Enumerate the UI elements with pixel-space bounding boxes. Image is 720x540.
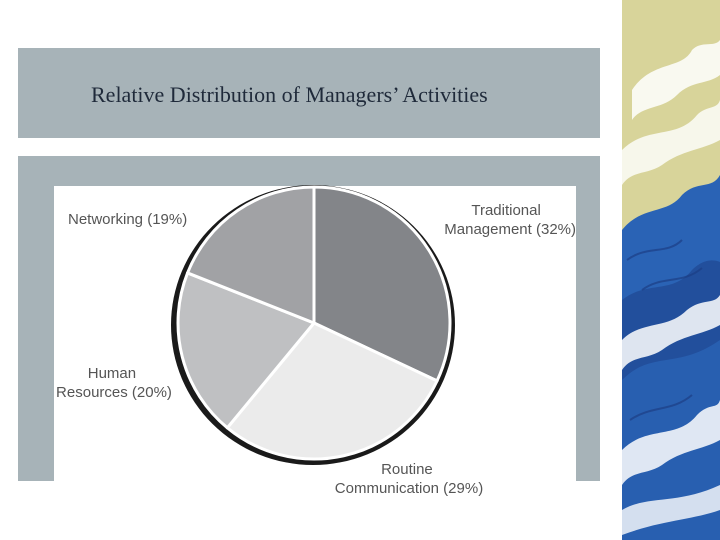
pie-slices (176, 185, 452, 461)
slice-label-traditional-management: Traditional Management (32%) (444, 202, 576, 238)
pie-slice-0 (312, 185, 452, 383)
pie-slice-1 (225, 321, 439, 461)
wave-icon (622, 0, 720, 540)
pie-slice-3 (186, 185, 316, 325)
slice-label-routine-communication: Routine Communication (29%) (335, 461, 483, 497)
slide-title: Relative Distribution of Managers’ Activ… (91, 82, 488, 107)
slice-label-human-resources: Human Resources (20%) (56, 365, 172, 401)
pie-slice-2 (176, 271, 316, 430)
slice-label-networking: Networking (19%) (68, 211, 187, 228)
title-bar (18, 48, 600, 138)
